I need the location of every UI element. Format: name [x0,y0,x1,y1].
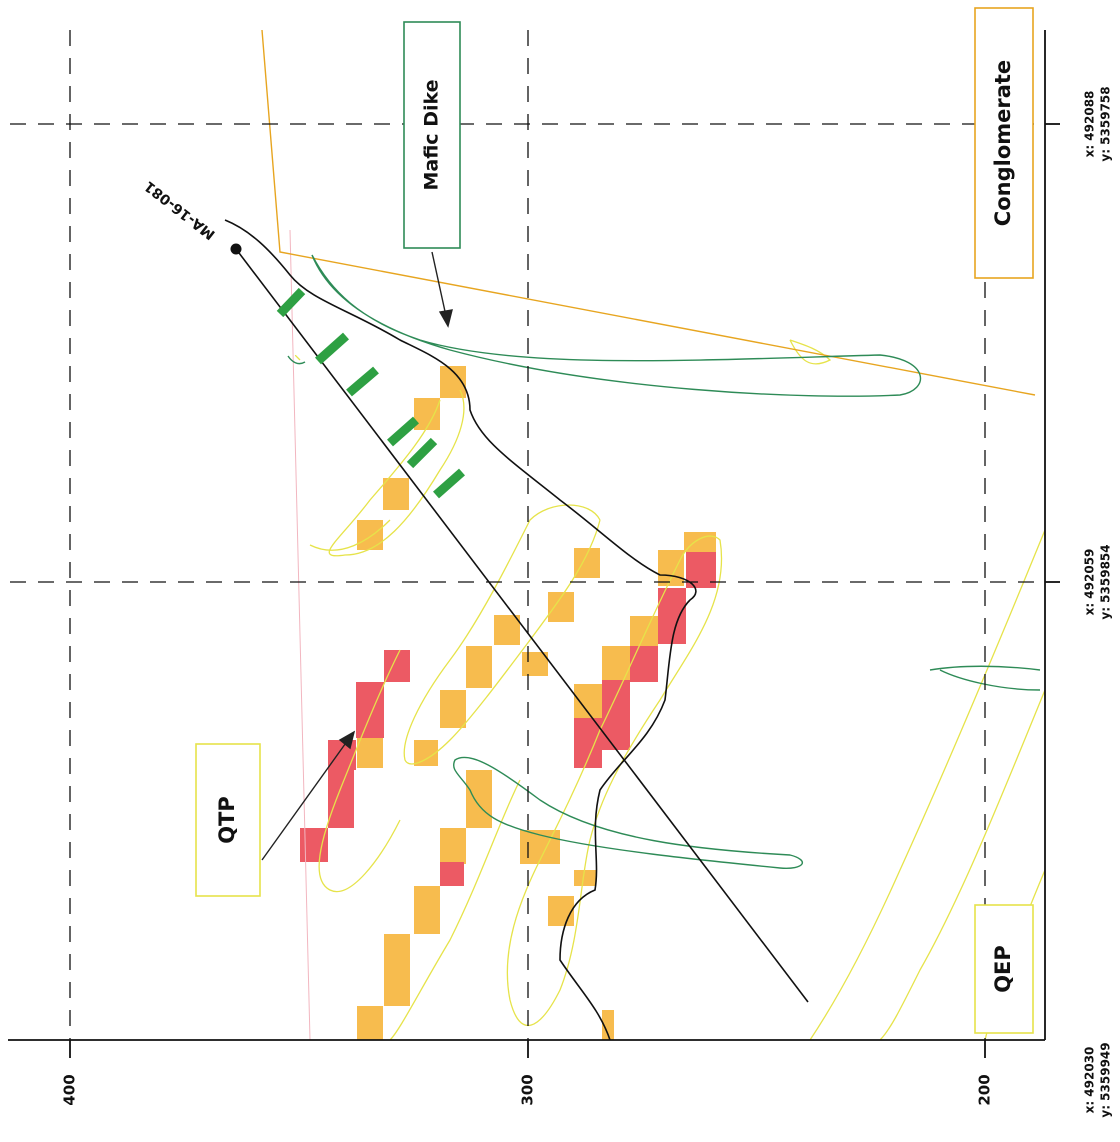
mafic-dike-south [453,756,803,869]
interval-marker [387,416,419,447]
conglomerate-box [974,7,1034,279]
axes [8,30,1060,1058]
grid-lines [10,30,1040,1040]
qtp-contact-west [294,354,391,551]
grade-block [357,520,383,550]
grade-block [548,896,574,926]
coordinate-x-label: x: 492030 [1083,1047,1097,1114]
elevation-tick-label: 200 [976,1074,994,1105]
grade-block [384,970,410,1006]
qtp-arrow [261,739,349,861]
qep-label: QEP [991,945,1015,993]
grade-block [357,1006,383,1040]
mafic-dike-arrow [431,251,447,317]
grade-block [300,828,328,862]
interval-marker [433,468,465,499]
mafic-dike-north [311,254,922,397]
overburden-contact [224,219,697,1041]
coordinate-y-label: y: 5359758 [1099,86,1113,161]
grade-block [440,828,466,864]
grade-block [602,1010,614,1040]
coordinate-y-label: y: 5359854 [1099,544,1113,619]
grade-block [414,886,440,934]
interval-marker [315,332,349,365]
grade-block [574,548,600,578]
grade-block [602,646,630,680]
conglomerate-contact [261,29,1036,396]
grade-block [328,770,354,828]
mafic-dike-east [929,665,1041,691]
grade-block [440,862,464,886]
elevation-tick-label: 300 [519,1074,537,1105]
mafic-dike-outlines [287,254,1041,869]
drillhole-markers [276,287,465,499]
drillhole-label: MA-16-081 [142,178,219,243]
faint-boundary [289,229,311,1041]
grade-block [522,652,548,676]
interval-marker [346,366,379,397]
coordinate-x-label: x: 492059 [1083,549,1097,616]
grade-block [574,870,596,886]
mafic-dike-box [403,21,461,249]
dike-east-contact [789,339,832,365]
qtp-box [195,743,261,897]
grade-block [328,740,356,770]
grade-block [658,550,684,586]
qtp-contact-main [506,535,723,1027]
qtp-contact-lower [318,649,521,1041]
mafic-dike-sliver [287,355,306,365]
interval-marker [406,437,438,469]
elevation-tick-label: 400 [61,1074,79,1105]
grade-block [602,680,630,750]
mafic-dike-arrowhead [438,309,453,328]
grade-block [440,690,466,728]
drillhole-collar [230,243,242,255]
qep-contact-2 [879,689,1046,1041]
grade-block [494,615,520,645]
coordinate-y-label: y: 5359949 [1099,1042,1113,1117]
grade-block [630,616,658,646]
qtp-contact-upper [328,389,465,557]
grade-block [684,532,716,552]
grade-block [414,740,438,766]
qep-contact-1 [809,529,1046,1041]
grade-block [414,398,440,430]
drillhole-trace [235,248,809,1003]
grade-block [658,588,686,644]
grade-block [466,770,492,828]
grade-block [357,738,383,768]
interval-marker [276,287,306,318]
qtp-contact-mid [403,504,601,765]
coordinate-x-label: x: 492088 [1083,91,1097,158]
grade-blocks [300,366,716,1040]
qtp-label: QTP [215,796,239,844]
grade-block [356,682,384,738]
grade-block [383,478,409,510]
pointer-arrows [261,251,453,861]
grade-block [466,646,492,688]
qtp-arrowhead [338,730,356,750]
grade-block [384,934,410,970]
grade-block [630,646,658,682]
conglomerate-label: Conglomerate [991,60,1015,226]
qep-box [974,904,1034,1034]
mafic-dike-label: Mafic Dike [421,80,443,191]
qtp-contacts [294,339,1046,1041]
